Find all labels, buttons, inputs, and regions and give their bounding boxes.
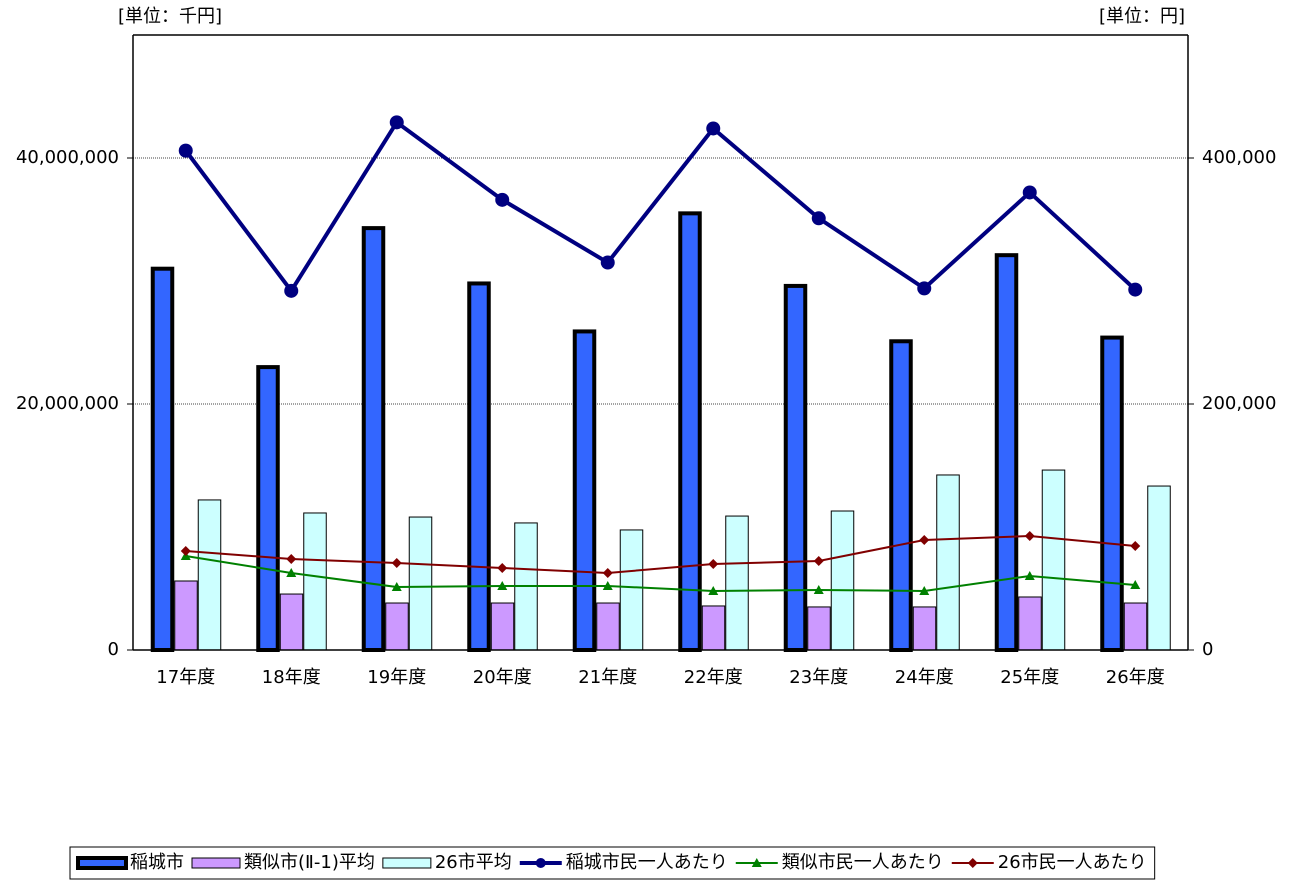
point: [813, 584, 824, 594]
line: [185, 534, 1136, 575]
legend-swatch: [76, 856, 128, 870]
legend-label: 類似市民一人あたり: [782, 852, 944, 873]
bar: [1100, 335, 1124, 652]
point: [391, 582, 402, 592]
x-tick-label: 22年度: [684, 667, 743, 688]
bar: [1018, 596, 1042, 651]
point: [495, 192, 510, 207]
x-tick-label: 20年度: [473, 667, 532, 688]
bar: [936, 474, 960, 651]
bar: [994, 253, 1019, 652]
point: [602, 581, 613, 591]
x-tick-label: 17年度: [156, 667, 215, 688]
x-tick-label: 25年度: [1000, 667, 1059, 688]
bar: [197, 499, 222, 651]
point: [602, 568, 613, 579]
point: [813, 555, 824, 566]
y2-tick-label: 200,000: [1202, 393, 1276, 414]
legend-label: 26市民一人あたり: [998, 852, 1147, 873]
line: [185, 555, 1136, 592]
legend-swatch: [382, 857, 432, 869]
x-tick-label: 24年度: [895, 667, 954, 688]
point: [284, 283, 299, 298]
bar: [619, 529, 644, 651]
legend-marker: [967, 858, 978, 868]
bar: [1147, 485, 1171, 651]
line: [184, 119, 1137, 295]
point: [391, 558, 402, 569]
point: [708, 559, 719, 570]
bar: [385, 602, 409, 651]
point: [1024, 570, 1035, 580]
bar: [807, 606, 831, 651]
point: [178, 143, 193, 158]
bar: [830, 510, 855, 651]
point: [286, 568, 297, 578]
point: [600, 255, 615, 270]
bar: [174, 580, 198, 651]
legend-swatch: [191, 857, 241, 869]
x-tick-label: 18年度: [262, 667, 321, 688]
point: [1130, 580, 1141, 590]
bar: [467, 281, 491, 652]
legend-label: 類似市(Ⅱ-1)平均: [244, 852, 375, 873]
x-tick-label: 19年度: [367, 667, 426, 688]
bar: [361, 226, 386, 653]
bar: [572, 329, 597, 652]
point: [917, 281, 932, 296]
bar: [701, 605, 726, 651]
point: [497, 562, 508, 573]
bar: [490, 602, 515, 651]
point: [706, 121, 721, 136]
x-tick-label: 26年度: [1106, 667, 1165, 688]
bar: [279, 593, 304, 651]
bar: [1123, 602, 1148, 651]
bar: [596, 602, 620, 651]
bar: [783, 283, 808, 652]
bar: [912, 606, 937, 651]
point: [180, 545, 191, 556]
point: [811, 211, 826, 226]
point: [919, 535, 930, 546]
bar: [408, 516, 433, 651]
legend-label: 稲城市民一人あたり: [566, 852, 728, 873]
point: [708, 585, 719, 595]
right-unit: [単位：円]: [1099, 6, 1185, 27]
point: [497, 581, 508, 591]
legend-marker: [751, 858, 762, 867]
y-tick-label: 20,000,000: [16, 393, 119, 414]
x-tick-label: 21年度: [578, 667, 637, 688]
point: [1024, 530, 1035, 541]
bar: [725, 515, 749, 651]
legend-marker: [535, 858, 546, 868]
left-unit: [単位：千円]: [118, 6, 222, 27]
bar: [303, 512, 327, 651]
bar: [889, 339, 913, 652]
x-tick-label: 23年度: [789, 667, 848, 688]
bar: [256, 365, 280, 652]
y2-tick-label: 400,000: [1202, 147, 1276, 168]
bar: [150, 266, 175, 652]
legend-label: 26市平均: [435, 852, 512, 873]
point: [286, 553, 297, 564]
bar: [1041, 469, 1066, 651]
y-tick-label: 40,000,000: [16, 147, 119, 168]
legend-label: 稲城市: [130, 852, 184, 873]
bar: [678, 211, 702, 652]
y-tick-label: 0: [108, 639, 119, 660]
point: [1128, 282, 1143, 297]
y2-tick-label: 0: [1202, 639, 1213, 660]
point: [389, 115, 404, 130]
point: [1130, 540, 1141, 551]
point: [1022, 185, 1037, 200]
point: [919, 585, 930, 595]
